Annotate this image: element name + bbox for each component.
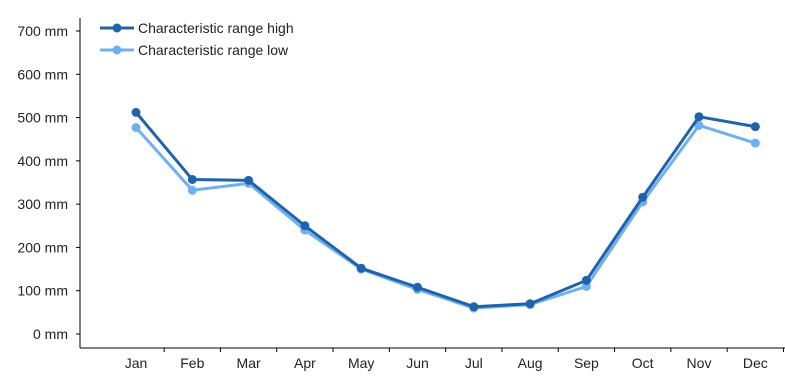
data-point	[244, 175, 254, 185]
y-tick-label: 200 mm	[17, 239, 68, 255]
legend-item: Characteristic range high	[100, 20, 294, 36]
data-point	[581, 275, 591, 285]
series-layer	[131, 107, 760, 313]
y-tick-label: 600 mm	[17, 66, 68, 82]
data-point	[131, 123, 141, 133]
data-point	[131, 107, 141, 117]
data-point	[187, 174, 197, 184]
data-point	[413, 282, 422, 292]
data-point	[525, 299, 535, 309]
y-tick-label: 300 mm	[17, 196, 68, 212]
x-tick-label: Aug	[518, 355, 543, 371]
legend-swatch-marker	[112, 23, 122, 33]
x-tick-label: Jun	[406, 355, 429, 371]
data-point	[300, 221, 310, 231]
legend-swatch-marker	[112, 45, 122, 55]
x-tick-label: Feb	[180, 355, 204, 371]
y-tick-label: 400 mm	[17, 153, 68, 169]
data-point	[187, 185, 197, 195]
legend-label: Characteristic range low	[138, 42, 289, 58]
y-tick-label: 0 mm	[33, 326, 68, 342]
series-1	[131, 120, 760, 313]
data-point	[750, 138, 760, 148]
legend-label: Characteristic range high	[138, 20, 294, 36]
x-tick-label: May	[348, 355, 374, 371]
series-line	[134, 111, 756, 309]
series-0	[131, 107, 760, 312]
data-point	[694, 112, 704, 122]
x-tick-label: Dec	[743, 355, 768, 371]
series-line	[134, 123, 756, 310]
axes	[79, 18, 785, 349]
y-tick-label: 700 mm	[17, 23, 68, 39]
x-tick-label: Sep	[574, 355, 599, 371]
data-point	[356, 263, 366, 273]
x-ticks: Jan Feb Mar Apr May Jun Jul Aug Sep Oct Nov Dec	[125, 348, 784, 371]
x-tick-label: Nov	[687, 355, 712, 371]
data-point	[469, 302, 479, 312]
y-tick-label: 500 mm	[17, 110, 68, 126]
data-point	[694, 120, 704, 130]
data-point	[638, 192, 648, 202]
legend: Characteristic range high Characteristic …	[100, 20, 294, 58]
x-tick-label: Apr	[294, 355, 316, 371]
x-tick-label: Jan	[125, 355, 148, 371]
x-tick-label: Oct	[632, 355, 654, 371]
x-tick-label: Jul	[465, 355, 483, 371]
x-tick-label: Mar	[237, 355, 261, 371]
data-point	[750, 122, 760, 132]
legend-item: Characteristic range low	[100, 42, 289, 58]
y-ticks: 0 mm 100 mm 200 mm 300 mm 400 mm 500 mm 600 mm…	[17, 23, 80, 342]
y-tick-label: 100 mm	[17, 283, 68, 299]
